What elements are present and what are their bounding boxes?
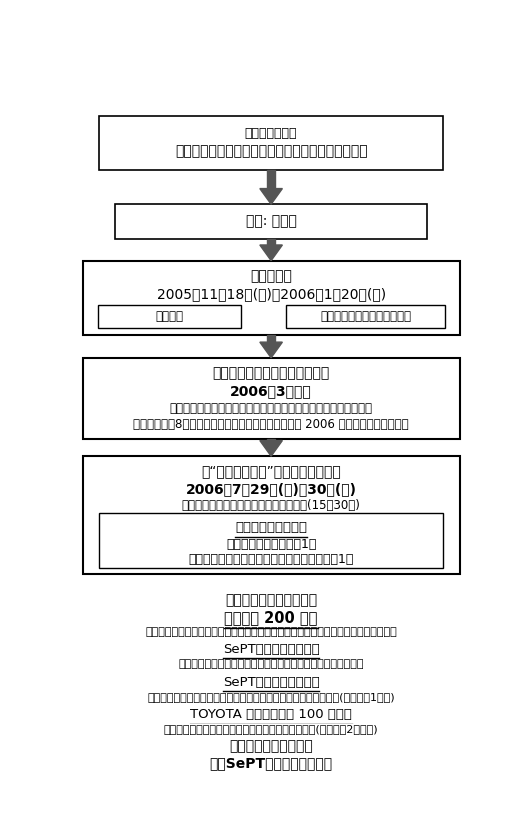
Bar bbox=[268, 239, 275, 245]
Text: 世田谷パブリックシアターが主催・提携するダンス公演への招待(受賞より1年間): 世田谷パブリックシアターが主催・提携するダンス公演への招待(受賞より1年間) bbox=[147, 692, 395, 702]
Text: 2006年7月29日(土)・30日(日): 2006年7月29日(土)・30日(日) bbox=[186, 483, 357, 497]
Bar bbox=[286, 304, 444, 328]
Polygon shape bbox=[260, 440, 282, 456]
Text: ＜ファイナリスト選考委員会＞: ＜ファイナリスト選考委員会＞ bbox=[213, 366, 330, 380]
Bar bbox=[99, 116, 443, 170]
Text: 審査委員／ファイナリスト選考委員／推薦者の選出: 審査委員／ファイナリスト選考委員／推薦者の選出 bbox=[175, 145, 368, 159]
Polygon shape bbox=[260, 189, 282, 204]
Text: 世田谷パブリックシアターより、次年度受賞者公演の場を提供: 世田谷パブリックシアターより、次年度受賞者公演の場を提供 bbox=[178, 659, 364, 669]
Polygon shape bbox=[260, 245, 282, 260]
Text: 全国の舞台関係者からの推薦: 全国の舞台関係者からの推薦 bbox=[320, 310, 411, 323]
Bar bbox=[83, 260, 460, 335]
Bar bbox=[268, 335, 275, 342]
Text: 2005年11月18日(金)～2006年1月20日(金): 2005年11月18日(金)～2006年1月20日(金) bbox=[157, 287, 386, 301]
Text: 2006年3月中旬: 2006年3月中旬 bbox=[230, 384, 312, 398]
Text: ＜公　募＞: ＜公 募＞ bbox=[250, 269, 292, 283]
Bar bbox=[83, 456, 460, 574]
Text: 挑／SePTダンスフリーパス: 挑／SePTダンスフリーパス bbox=[209, 755, 333, 770]
Text: SePTステージサポート: SePTステージサポート bbox=[223, 643, 320, 656]
Text: SePTダンスフリーパス: SePTダンスフリーパス bbox=[223, 676, 320, 689]
Text: TOYOTA 海外サポート 100 万円上: TOYOTA 海外サポート 100 万円上 bbox=[190, 708, 352, 721]
Text: 世田谷パブリックシアターにて作品上演(15～30分): 世田谷パブリックシアターにて作品上演(15～30分) bbox=[181, 499, 361, 512]
Text: プロデューサー／批評家／舞台関係者を中心に選考委員会を組織: プロデューサー／批評家／舞台関係者を中心に選考委員会を組織 bbox=[170, 401, 372, 414]
Text: （実行委員会）: （実行委員会） bbox=[245, 126, 297, 139]
Text: 海外公演の渡航費及び機材運搬費を対象として提供(受賞より2年以内): 海外公演の渡航費及び機材運搬費を対象として提供(受賞より2年以内) bbox=[164, 724, 378, 734]
Bar bbox=[83, 358, 460, 440]
Text: 【オーディエンス賞】: 【オーディエンス賞】 bbox=[229, 739, 313, 754]
Text: ＜“ネクステージ”（最終審査会）＞: ＜“ネクステージ”（最終審査会）＞ bbox=[201, 464, 341, 479]
Text: 一般公募: 一般公募 bbox=[156, 310, 183, 323]
Text: 運営: 事務局: 運営: 事務局 bbox=[245, 214, 297, 229]
Text: 【次代を担う振付家賞】: 【次代を担う振付家賞】 bbox=[225, 593, 317, 606]
Text: アワード受賞者決定: アワード受賞者決定 bbox=[235, 522, 307, 534]
Bar bbox=[268, 170, 275, 189]
Text: 次代を担う振付家賞：1名: 次代を担う振付家賞：1名 bbox=[226, 538, 316, 551]
Text: 挑／剤賞 200 万円: 挑／剤賞 200 万円 bbox=[224, 610, 318, 625]
Polygon shape bbox=[260, 342, 282, 358]
Bar bbox=[115, 204, 427, 239]
Text: オーディエンス賞　：観客の投票により各日1名: オーディエンス賞 ：観客の投票により各日1名 bbox=[188, 553, 354, 566]
Bar bbox=[98, 304, 241, 328]
Bar bbox=[99, 513, 443, 568]
Text: トヨタ自動車より、次年度開催の受賞者公演で上演する作品製作費の一部として贈呈: トヨタ自動車より、次年度開催の受賞者公演で上演する作品製作費の一部として贈呈 bbox=[145, 627, 397, 637]
Text: 全応募者かり8名のトヨタコレオグラフィーアワード 2006 ファイナリストを選出: 全応募者かり8名のトヨタコレオグラフィーアワード 2006 ファイナリストを選出 bbox=[133, 418, 409, 431]
